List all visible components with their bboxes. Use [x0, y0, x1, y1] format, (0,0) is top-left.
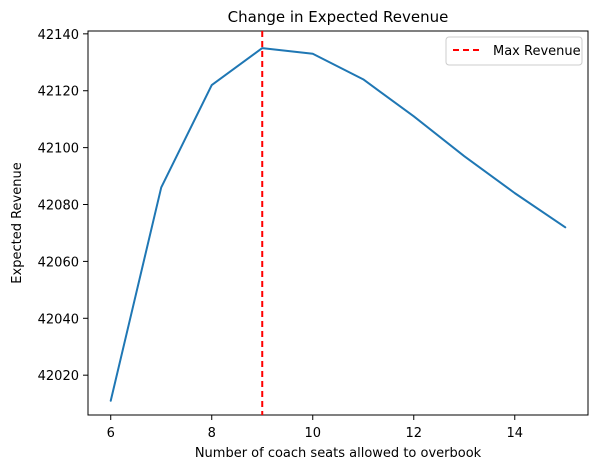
x-axis-title: Number of coach seats allowed to overboo… [195, 446, 482, 461]
legend: Max Revenue [445, 36, 583, 66]
legend-label: Max Revenue [493, 44, 581, 59]
y-axis-title: Expected Revenue [10, 162, 25, 283]
y-tick-label: 42060 [38, 255, 79, 270]
series-layer [109, 31, 567, 415]
y-tick-label: 42100 [38, 142, 79, 157]
y-tick-label: 42040 [38, 312, 79, 327]
chart-title: Change in Expected Revenue [228, 8, 449, 26]
y-tick-label: 42140 [38, 28, 79, 43]
plot-area [87, 30, 589, 416]
legend-box [445, 36, 583, 66]
x-tick-label: 10 [304, 426, 321, 441]
x-axis-ticks: 6 8 10 12 14 [107, 415, 523, 441]
x-tick-label: 8 [208, 426, 216, 441]
y-tick-label: 42080 [38, 199, 79, 214]
y-axis-ticks: 42020 42040 42060 42080 42100 42120 42140 [38, 28, 88, 384]
x-tick-label: 12 [405, 426, 422, 441]
x-tick-label: 6 [107, 426, 115, 441]
y-tick-label: 42120 [38, 85, 79, 100]
series-line [109, 47, 567, 402]
y-tick-label: 42020 [38, 369, 79, 384]
x-tick-label: 14 [506, 426, 523, 441]
